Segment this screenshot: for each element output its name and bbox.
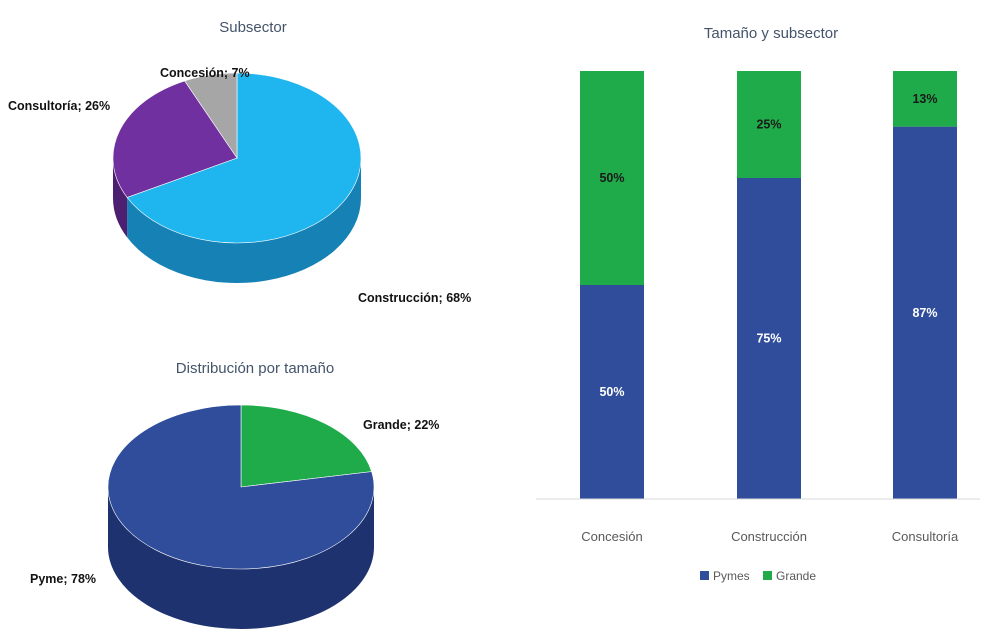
legend-swatch-grande: [763, 571, 772, 580]
x-tick-consultoria: Consultoría: [892, 529, 959, 544]
pie-subsector-side-construccion: [127, 158, 362, 283]
x-tick-construccion: Construcción: [731, 529, 807, 544]
pie-tamano-slice-grande: [240, 404, 373, 488]
pie-subsector-slice-concesion: [184, 72, 238, 159]
pie-subsector-slice-consultoria: [112, 80, 238, 198]
pie-tamano: Distribución por tamaño Grande; 22% Pyme…: [30, 360, 439, 629]
bar-construccion-pymes: [737, 178, 801, 499]
pie-tamano-slice-pyme: [107, 404, 375, 570]
pie-tamano-label-grande: Grande; 22%: [363, 418, 439, 432]
bar-chart-title: Tamaño y subsector: [704, 25, 838, 42]
bar-label-construccion-grande: 25%: [756, 118, 781, 132]
bar-label-concesion-pymes: 50%: [599, 385, 624, 399]
pie-subsector: Subsector Concesión; 7% Consultoría; 26%…: [8, 19, 471, 305]
pie-subsector-title: Subsector: [219, 19, 287, 36]
x-tick-concesion: Concesión: [581, 529, 642, 544]
bar-label-concesion-grande: 50%: [599, 171, 624, 185]
bar-label-construccion-pymes: 75%: [756, 332, 781, 346]
pie-subsector-label-construccion: Construcción; 68%: [358, 291, 471, 305]
bar-consultoria-pymes: [893, 126, 957, 499]
bar-concesion-pymes: [580, 285, 644, 499]
pie-tamano-side-pyme: [108, 487, 374, 629]
bar-label-consultoria-pymes: 87%: [912, 306, 937, 320]
bar-label-consultoria-grande: 13%: [912, 92, 937, 106]
bar-tamano-subsector: Tamaño y subsector 50% 50% 75% 25% 87% 13% Co…: [536, 25, 980, 583]
legend-label-grande: Grande: [776, 569, 816, 583]
legend-label-pymes: Pymes: [713, 569, 750, 583]
legend-swatch-pymes: [700, 571, 709, 580]
pie-subsector-label-concesion: Concesión; 7%: [160, 66, 250, 80]
pie-subsector-side-consultoria: [113, 158, 128, 238]
pie-tamano-label-pyme: Pyme; 78%: [30, 572, 96, 586]
bar-construccion-grande: [737, 71, 801, 178]
pie-subsector-slice-construccion: [126, 72, 362, 244]
pie-tamano-title: Distribución por tamaño: [176, 360, 334, 377]
bar-consultoria-grande: [893, 71, 957, 127]
legend: Pymes Grande: [700, 569, 816, 583]
bar-concesion-grande: [580, 71, 644, 285]
pie-subsector-label-consultoria: Consultoría; 26%: [8, 99, 110, 113]
